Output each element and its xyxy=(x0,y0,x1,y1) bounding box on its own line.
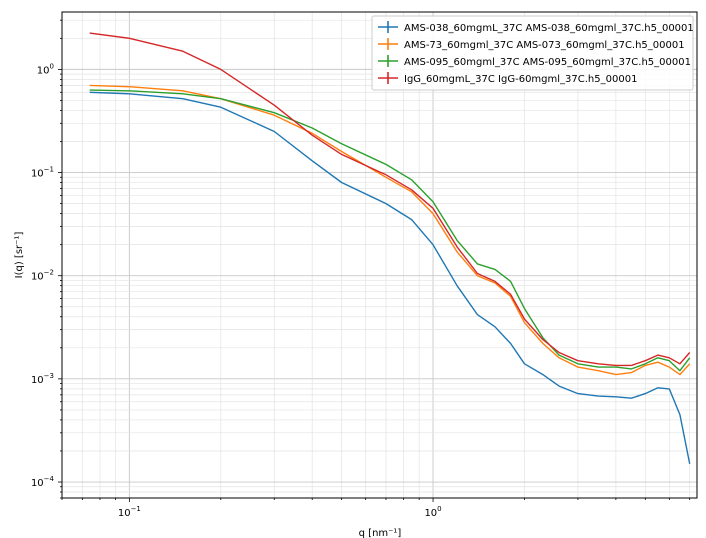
x-tick-label: 100 xyxy=(424,505,441,519)
series-line-4 xyxy=(89,32,691,367)
y-tick-label: 100 xyxy=(37,62,54,76)
y-axis-label: I(q) [sr⁻¹] xyxy=(14,232,25,279)
series-line-2 xyxy=(89,84,691,376)
legend-entry: AMS-038_60mgmL_37C AMS-038_60mgml_37C.h5… xyxy=(404,23,694,34)
legend-entry: IgG_60mgmL_37C IgG-60mgml_37C.h5_00001 xyxy=(404,74,637,85)
x-axis-label: q [nm⁻¹] xyxy=(359,528,402,538)
y-tick-label: 10−3 xyxy=(31,372,54,386)
series-group xyxy=(89,32,691,465)
x-tick-label: 10−1 xyxy=(118,505,141,519)
plot-frame xyxy=(61,11,698,499)
y-tick-label: 10−2 xyxy=(31,269,54,283)
y-tick-label: 10−1 xyxy=(31,166,54,180)
legend-entry: AMS-095_60mgml_37C AMS-095_60mgml_37C.h5… xyxy=(404,57,691,68)
legend-entry: AMS-73_60mgml_37C AMS-073_60mgml_37C.h5_… xyxy=(404,40,685,51)
legend: AMS-038_60mgmL_37C AMS-038_60mgml_37C.h5… xyxy=(371,15,694,91)
ticks: 10−1 100 10−4 10−3 10−2 10−1 100 xyxy=(31,19,691,519)
legend-box xyxy=(371,15,694,91)
series-line-3 xyxy=(89,89,691,372)
series-line-1 xyxy=(89,91,691,465)
y-tick-label: 10−4 xyxy=(31,475,55,489)
